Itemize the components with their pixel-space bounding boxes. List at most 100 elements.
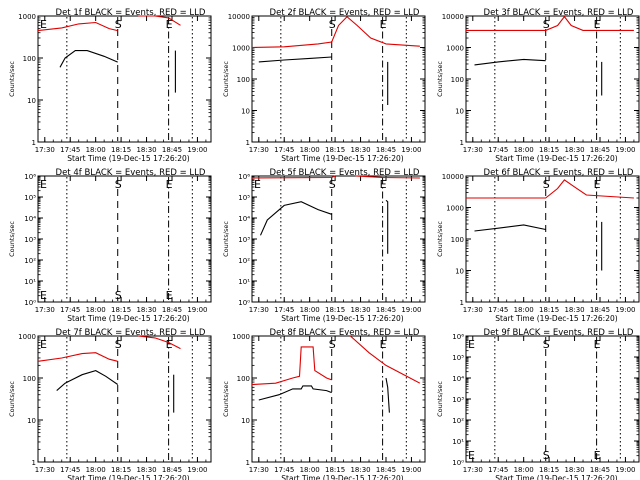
marker-label-top: E (594, 338, 601, 351)
x-tick-label: 18:45 (376, 306, 396, 314)
x-tick-label: 17:45 (60, 466, 80, 474)
marker-label-top: S (543, 178, 550, 191)
x-tick-label: 18:30 (564, 466, 584, 474)
marker-label-top: S (543, 18, 550, 31)
y-tick-label: 10³ (452, 396, 464, 404)
y-tick-label: 10⁰ (238, 299, 250, 307)
y-tick-label: 10 (455, 268, 464, 276)
events-series-line (258, 56, 332, 63)
marker-label-top: E (166, 338, 173, 351)
x-tick-label: 17:30 (249, 306, 269, 314)
x-tick-label: 18:15 (111, 146, 131, 154)
plot-frame (251, 175, 426, 303)
x-tick-label: 18:45 (590, 466, 610, 474)
panel-title: Det 2f BLACK = Events, RED = LLD (270, 8, 420, 18)
y-tick-label: 10⁶ (24, 173, 36, 181)
x-tick-label: 19:00 (615, 466, 635, 474)
x-axis-label: Start Time (19-Dec-15 17:26:20) (281, 314, 403, 323)
x-tick-label: 18:00 (514, 306, 534, 314)
x-tick-label: 18:45 (376, 146, 396, 154)
x-axis-label: Start Time (19-Dec-15 17:26:20) (281, 154, 403, 163)
marker-label-bottom: E (468, 449, 475, 462)
plot-frame (37, 335, 212, 463)
marker-label-top: S (115, 338, 122, 351)
x-tick-label: 18:00 (514, 146, 534, 154)
x-tick-label: 19:00 (187, 466, 207, 474)
panel-title: Det 5f BLACK = Events, RED = LLD (270, 168, 420, 178)
marker-label-top: E (380, 338, 387, 351)
plot-frame (37, 175, 212, 303)
y-tick-label: 10⁵ (24, 194, 36, 202)
y-tick-label: 10⁵ (452, 354, 464, 362)
y-tick-label: 10⁰ (452, 459, 464, 467)
y-tick-label: 10¹ (24, 278, 36, 286)
events-series-line (59, 50, 118, 68)
x-tick-label: 18:30 (564, 306, 584, 314)
y-tick-label: 10 (455, 108, 464, 116)
y-tick-label: 100 (237, 76, 250, 84)
marker-label-bottom: S (543, 449, 550, 462)
x-tick-label: 18:15 (325, 306, 345, 314)
y-axis-label: Counts/sec (436, 61, 444, 97)
plot-frame (251, 335, 426, 463)
x-tick-label: 18:15 (325, 146, 345, 154)
y-tick-label: 1 (460, 139, 464, 147)
y-tick-label: 100 (451, 236, 464, 244)
lld-series-line (251, 346, 332, 386)
y-tick-label: 1 (246, 139, 250, 147)
marker-label-top: E (40, 338, 47, 351)
y-tick-label: 10² (238, 257, 250, 265)
y-tick-label: 10² (24, 257, 36, 265)
y-tick-label: 1000 (18, 13, 36, 21)
x-tick-label: 18:30 (350, 306, 370, 314)
x-tick-label: 18:00 (86, 466, 106, 474)
x-tick-label: 18:15 (111, 466, 131, 474)
marker-label-bottom: E (594, 449, 601, 462)
x-tick-label: 17:30 (35, 146, 55, 154)
y-tick-label: 1000 (446, 45, 464, 53)
lld-series-line (350, 335, 421, 384)
x-tick-label: 18:45 (162, 146, 182, 154)
panel-det-3f: Det 3f BLACK = Events, RED = LLD 1 10 100 10… (436, 8, 640, 163)
panel-det-1f: Det 1f BLACK = Events, RED = LLD 1 10 100 10… (8, 8, 212, 163)
x-tick-label: 17:45 (488, 466, 508, 474)
x-tick-label: 17:45 (488, 146, 508, 154)
marker-label-bottom: E (166, 289, 173, 302)
y-tick-label: 100 (237, 375, 250, 383)
marker-label-top: E (594, 18, 601, 31)
marker-label-top: E (594, 178, 601, 191)
panel-det-9f: Det 9f BLACK = Events, RED = LLD 10⁰ 10¹ 10… (436, 328, 640, 480)
marker-label-top: E (380, 178, 387, 191)
x-tick-label: 18:30 (564, 146, 584, 154)
marker-label-top: E (40, 18, 47, 31)
y-tick-label: 10⁴ (452, 375, 464, 383)
panel-title: Det 9f BLACK = Events, RED = LLD (484, 328, 634, 338)
x-tick-label: 19:00 (187, 306, 207, 314)
lld-series-line (37, 352, 118, 362)
x-tick-label: 18:00 (514, 466, 534, 474)
marker-label-top: E (166, 18, 173, 31)
y-tick-label: 100 (451, 76, 464, 84)
y-axis-label: Counts/sec (222, 381, 230, 417)
lld-series-line (251, 175, 336, 179)
x-tick-label: 18:15 (539, 466, 559, 474)
panel-det-4f: Det 4f BLACK = Events, RED = LLD 10⁰ 10¹ 10… (8, 168, 212, 323)
x-tick-label: 18:00 (86, 146, 106, 154)
plot-frame (465, 175, 640, 303)
x-tick-label: 18:45 (376, 466, 396, 474)
x-tick-label: 19:00 (615, 306, 635, 314)
marker-label-top: S (329, 338, 336, 351)
y-axis-label: Counts/sec (8, 221, 16, 257)
events-series-line (56, 370, 119, 392)
x-tick-label: 17:30 (463, 306, 483, 314)
x-axis-label: Start Time (19-Dec-15 17:26:20) (495, 154, 617, 163)
y-axis-label: Counts/sec (222, 61, 230, 97)
x-tick-label: 18:15 (325, 466, 345, 474)
x-tick-label: 17:30 (249, 146, 269, 154)
y-tick-label: 10⁵ (238, 194, 250, 202)
x-tick-label: 18:45 (590, 306, 610, 314)
x-tick-label: 17:45 (274, 306, 294, 314)
x-tick-label: 17:45 (274, 466, 294, 474)
lld-series-line (37, 21, 118, 32)
plot-frame (251, 15, 426, 143)
